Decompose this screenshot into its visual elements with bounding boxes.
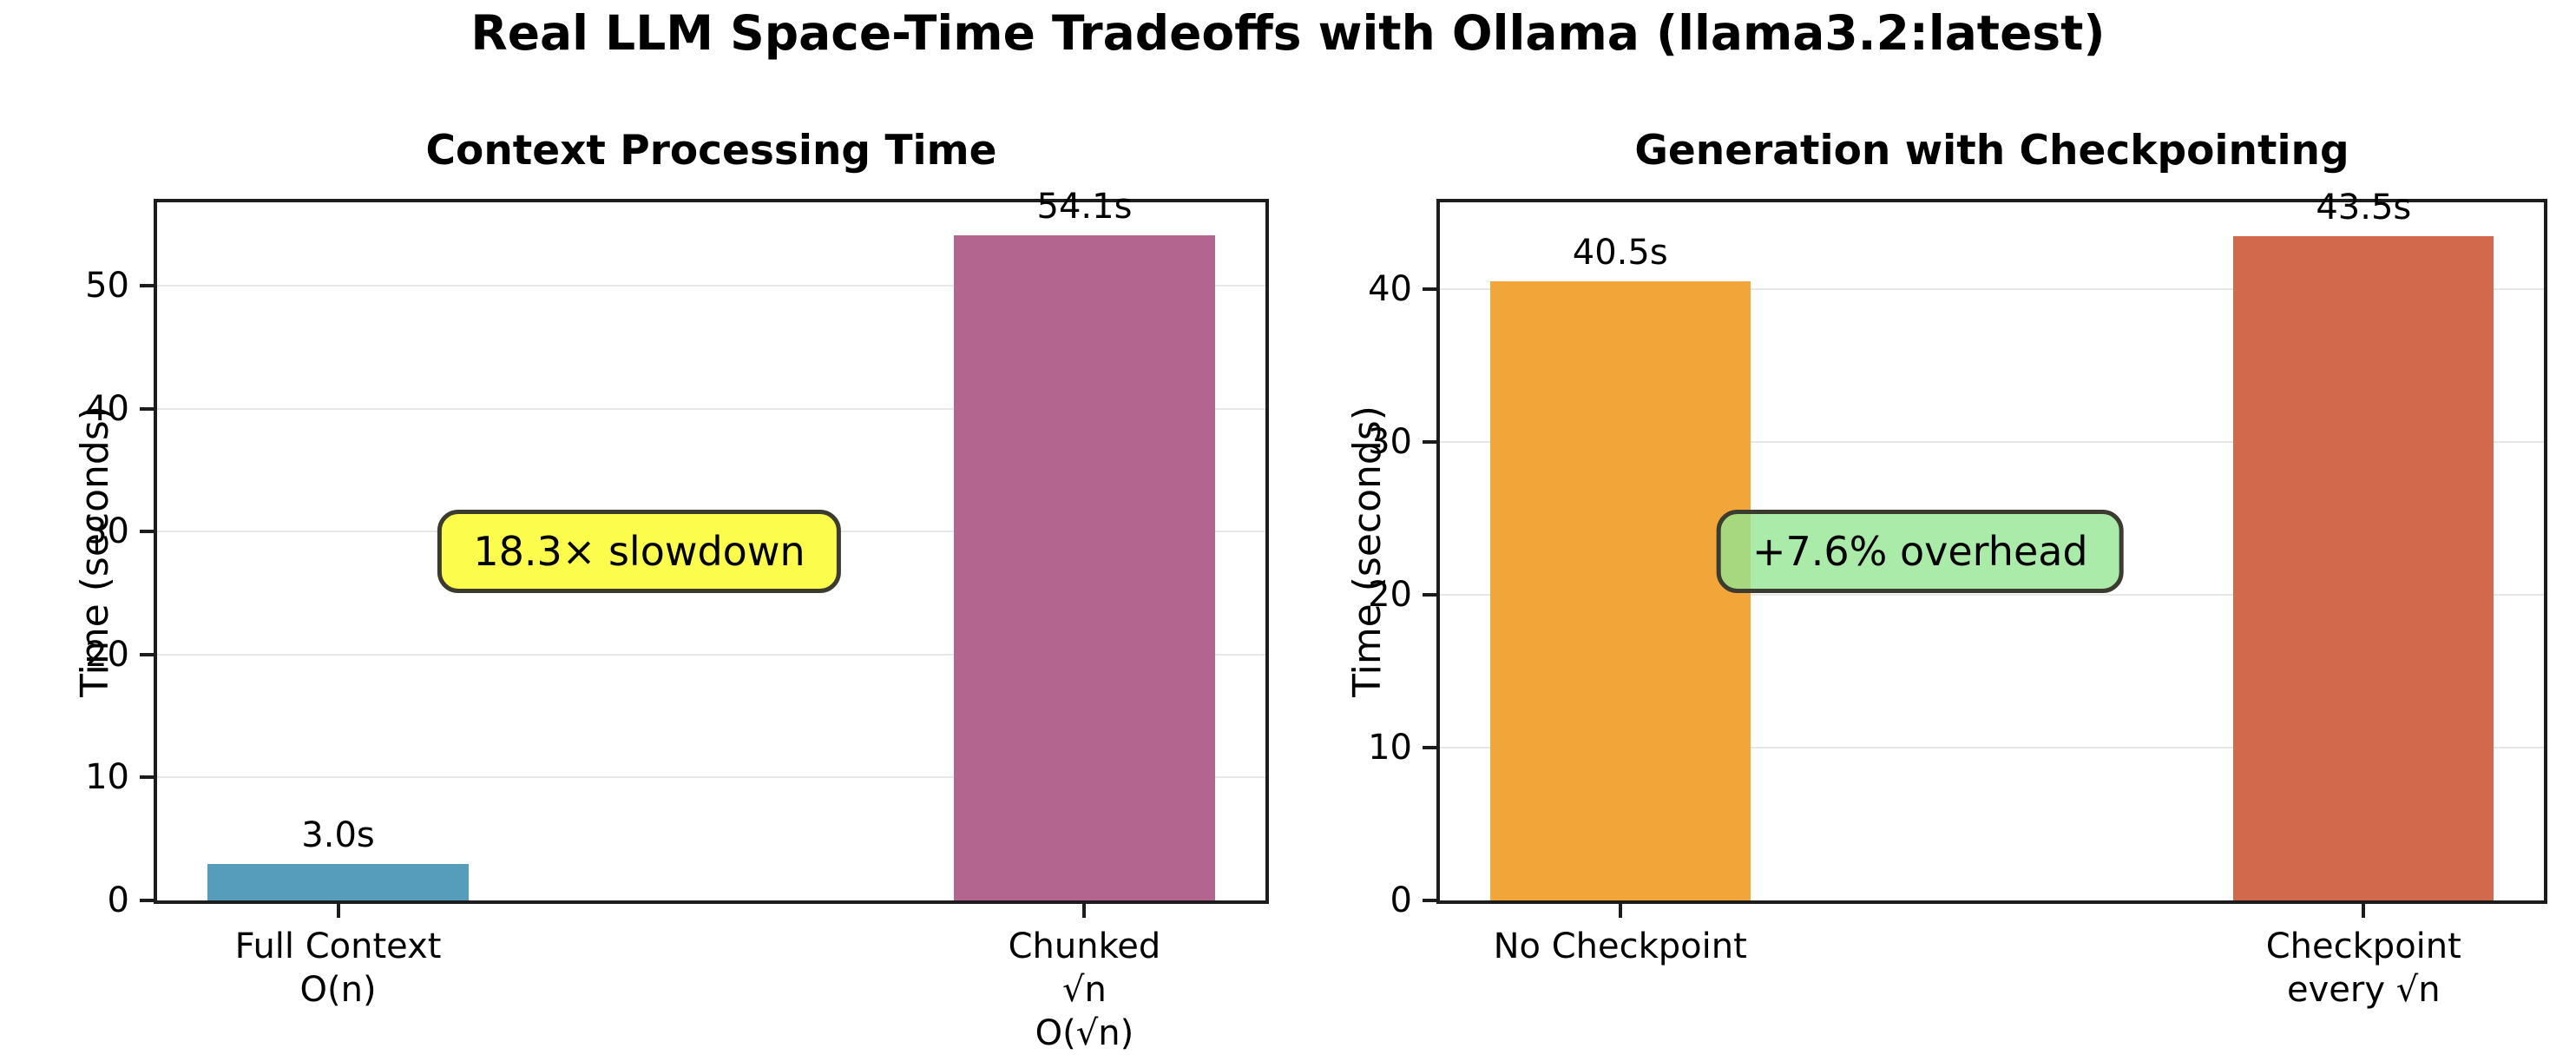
y-tick-mark-40 xyxy=(1423,287,1436,292)
y-tick-mark-40 xyxy=(140,406,154,411)
bar-value-label-1: 54.1s xyxy=(1036,187,1133,227)
bar-0 xyxy=(207,863,469,900)
y-tick-mark-10 xyxy=(1423,746,1436,750)
gridline-y-20 xyxy=(157,653,1265,656)
y-tick-label-30: 30 xyxy=(85,511,129,552)
y-tick-label-0: 0 xyxy=(1390,880,1412,920)
gridline-y-10 xyxy=(1440,747,2544,749)
overhead-annotation: +7.6% overhead xyxy=(1716,510,2124,593)
gridline-y-40 xyxy=(157,407,1265,410)
x-tick-label-1: Chunked √n O(√n) xyxy=(1008,926,1161,1053)
y-tick-mark-30 xyxy=(1423,440,1436,445)
bar-value-label-0: 3.0s xyxy=(301,814,375,855)
slowdown-annotation: 18.3× slowdown xyxy=(437,510,841,593)
generation-chart-title: Generation with Checkpointing xyxy=(1634,127,2349,175)
x-tick-label-0: No Checkpoint xyxy=(1493,926,1747,966)
y-tick-mark-0 xyxy=(1423,899,1436,902)
y-tick-mark-30 xyxy=(140,530,154,534)
y-tick-label-50: 50 xyxy=(85,266,129,307)
y-tick-label-0: 0 xyxy=(107,880,129,920)
y-tick-mark-20 xyxy=(140,652,154,656)
y-tick-mark-10 xyxy=(140,775,154,780)
gridline-y-40 xyxy=(1440,288,2544,291)
y-tick-label-20: 20 xyxy=(1368,575,1412,616)
y-tick-label-20: 20 xyxy=(85,634,129,675)
bar-0 xyxy=(1489,281,1751,900)
x-tick-mark-0 xyxy=(1618,904,1622,918)
x-tick-label-0: Full Context O(n) xyxy=(234,926,442,1010)
x-tick-label-1: Checkpoint every √n xyxy=(2265,926,2461,1010)
gridline-y-30 xyxy=(1440,441,2544,444)
gridline-y-50 xyxy=(157,285,1265,287)
y-tick-mark-20 xyxy=(1423,593,1436,597)
y-tick-mark-0 xyxy=(140,899,154,902)
slowdown-annotation-text: 18.3× slowdown xyxy=(473,528,805,575)
context-plot-area: 18.3× slowdown 0 10 20 30 40 50 3.0s Full Conte… xyxy=(85,187,1269,1053)
context-chart-title: Context Processing Time xyxy=(425,127,997,175)
x-tick-mark-1 xyxy=(2362,904,2366,918)
generation-plot-area: +7.6% overhead 0 10 20 30 40 40.5s No Checkpoi… xyxy=(1368,188,2547,1010)
y-tick-label-10: 10 xyxy=(1368,728,1412,768)
overhead-annotation-text: +7.6% overhead xyxy=(1751,528,2088,575)
gridline-y-20 xyxy=(1440,594,2544,597)
x-tick-mark-0 xyxy=(336,904,340,918)
y-tick-label-30: 30 xyxy=(1368,422,1412,463)
bar-value-label-0: 40.5s xyxy=(1572,233,1668,274)
bar-1 xyxy=(2233,235,2494,900)
bar-1 xyxy=(953,235,1215,900)
y-tick-label-40: 40 xyxy=(85,388,129,429)
y-tick-mark-50 xyxy=(140,284,154,288)
y-tick-label-40: 40 xyxy=(1368,269,1412,310)
y-tick-label-10: 10 xyxy=(85,757,129,798)
x-tick-mark-1 xyxy=(1082,904,1087,918)
figure-title: Real LLM Space-Time Tradeoffs with Ollam… xyxy=(470,5,2106,61)
gridline-y-10 xyxy=(157,776,1265,779)
bar-value-label-1: 43.5s xyxy=(2316,187,2412,227)
